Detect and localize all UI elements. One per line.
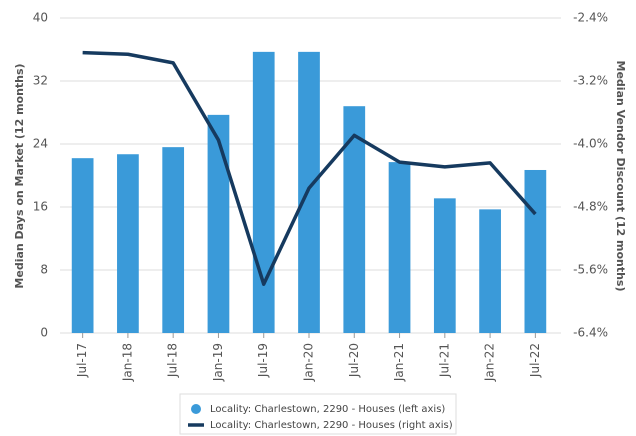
- line: [82, 50, 537, 286]
- bar: [524, 169, 547, 333]
- legend-label: Locality: Charlestown, 2290 - Houses (le…: [210, 404, 445, 415]
- bar: [298, 51, 320, 334]
- bar: [207, 114, 230, 333]
- y-tick-label: 16: [33, 200, 48, 214]
- legend-marker: [191, 404, 201, 414]
- y2-tick-label: -4.8%: [573, 200, 608, 214]
- x-tick-label: Jul-20: [347, 343, 361, 378]
- y-axis-title: Median Days on Market (12 months): [13, 63, 26, 288]
- bar: [162, 147, 185, 333]
- x-tick-label: Jul-21: [437, 343, 451, 378]
- y2-tick-label: -4.0%: [573, 137, 608, 151]
- legend-box: [179, 393, 457, 435]
- y2-tick-label: -3.2%: [573, 74, 608, 88]
- bar: [433, 198, 456, 333]
- x-tick-label: Jan-21: [392, 343, 406, 382]
- x-tick-label: Jan-20: [302, 343, 316, 382]
- y2-tick-label: -5.6%: [573, 263, 608, 277]
- y-tick-label: 8: [40, 263, 48, 277]
- bar: [343, 106, 366, 333]
- bar: [479, 209, 501, 333]
- legend-label: Locality: Charlestown, 2290 - Houses (ri…: [210, 420, 453, 431]
- y-tick-label: 24: [33, 137, 48, 151]
- y-tick-label: 0: [40, 326, 48, 340]
- y2-tick-label: -6.4%: [573, 326, 608, 340]
- x-tick-label: Jul-19: [256, 343, 270, 378]
- bar: [388, 162, 411, 333]
- x-tick-label: Jul-17: [75, 343, 89, 378]
- bar: [252, 51, 275, 334]
- bar: [117, 154, 139, 333]
- x-tick-label: Jan-19: [211, 343, 225, 382]
- x-tick-label: Jan-22: [483, 343, 497, 382]
- y2-axis-title: Median Vendor Discount (12 months): [614, 61, 627, 292]
- y2-tick-label: -2.4%: [573, 11, 608, 25]
- x-tick-label: Jan-18: [120, 343, 134, 382]
- y-tick-label: 40: [33, 11, 48, 25]
- bar: [71, 158, 94, 333]
- x-tick-label: Jul-22: [528, 343, 542, 378]
- x-tick-label: Jul-18: [166, 343, 180, 378]
- y-tick-label: 32: [33, 74, 48, 88]
